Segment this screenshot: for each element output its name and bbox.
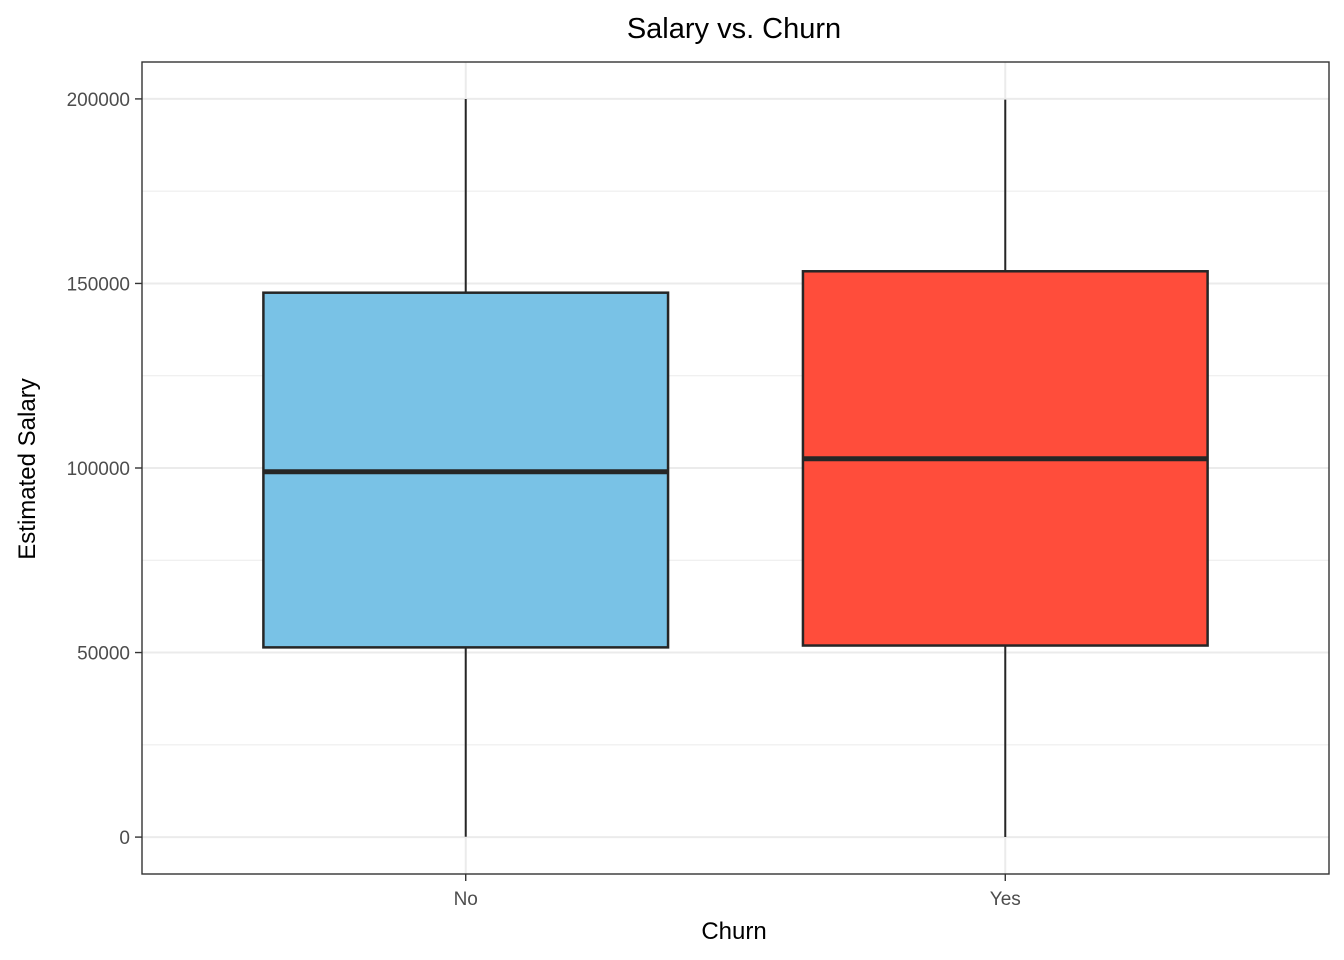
box-yes <box>801 99 1209 838</box>
axes: 0 50000 100000 150000 200000 No Yes <box>67 90 1021 910</box>
y-tick-label: 50000 <box>77 644 130 665</box>
y-tick-label: 0 <box>119 828 130 849</box>
x-tick-label: No <box>454 889 478 910</box>
x-tick-label: Yes <box>990 889 1021 910</box>
y-tick-label: 150000 <box>67 274 130 295</box>
box-group <box>262 98 1209 838</box>
box-no <box>262 98 670 837</box>
y-tick-label: 200000 <box>67 90 130 111</box>
y-tick-label: 100000 <box>67 459 130 480</box>
chart-title: Salary vs. Churn <box>627 13 841 45</box>
y-axis-title: Estimated Salary <box>14 378 41 559</box>
x-axis-title: Churn <box>701 918 766 945</box>
